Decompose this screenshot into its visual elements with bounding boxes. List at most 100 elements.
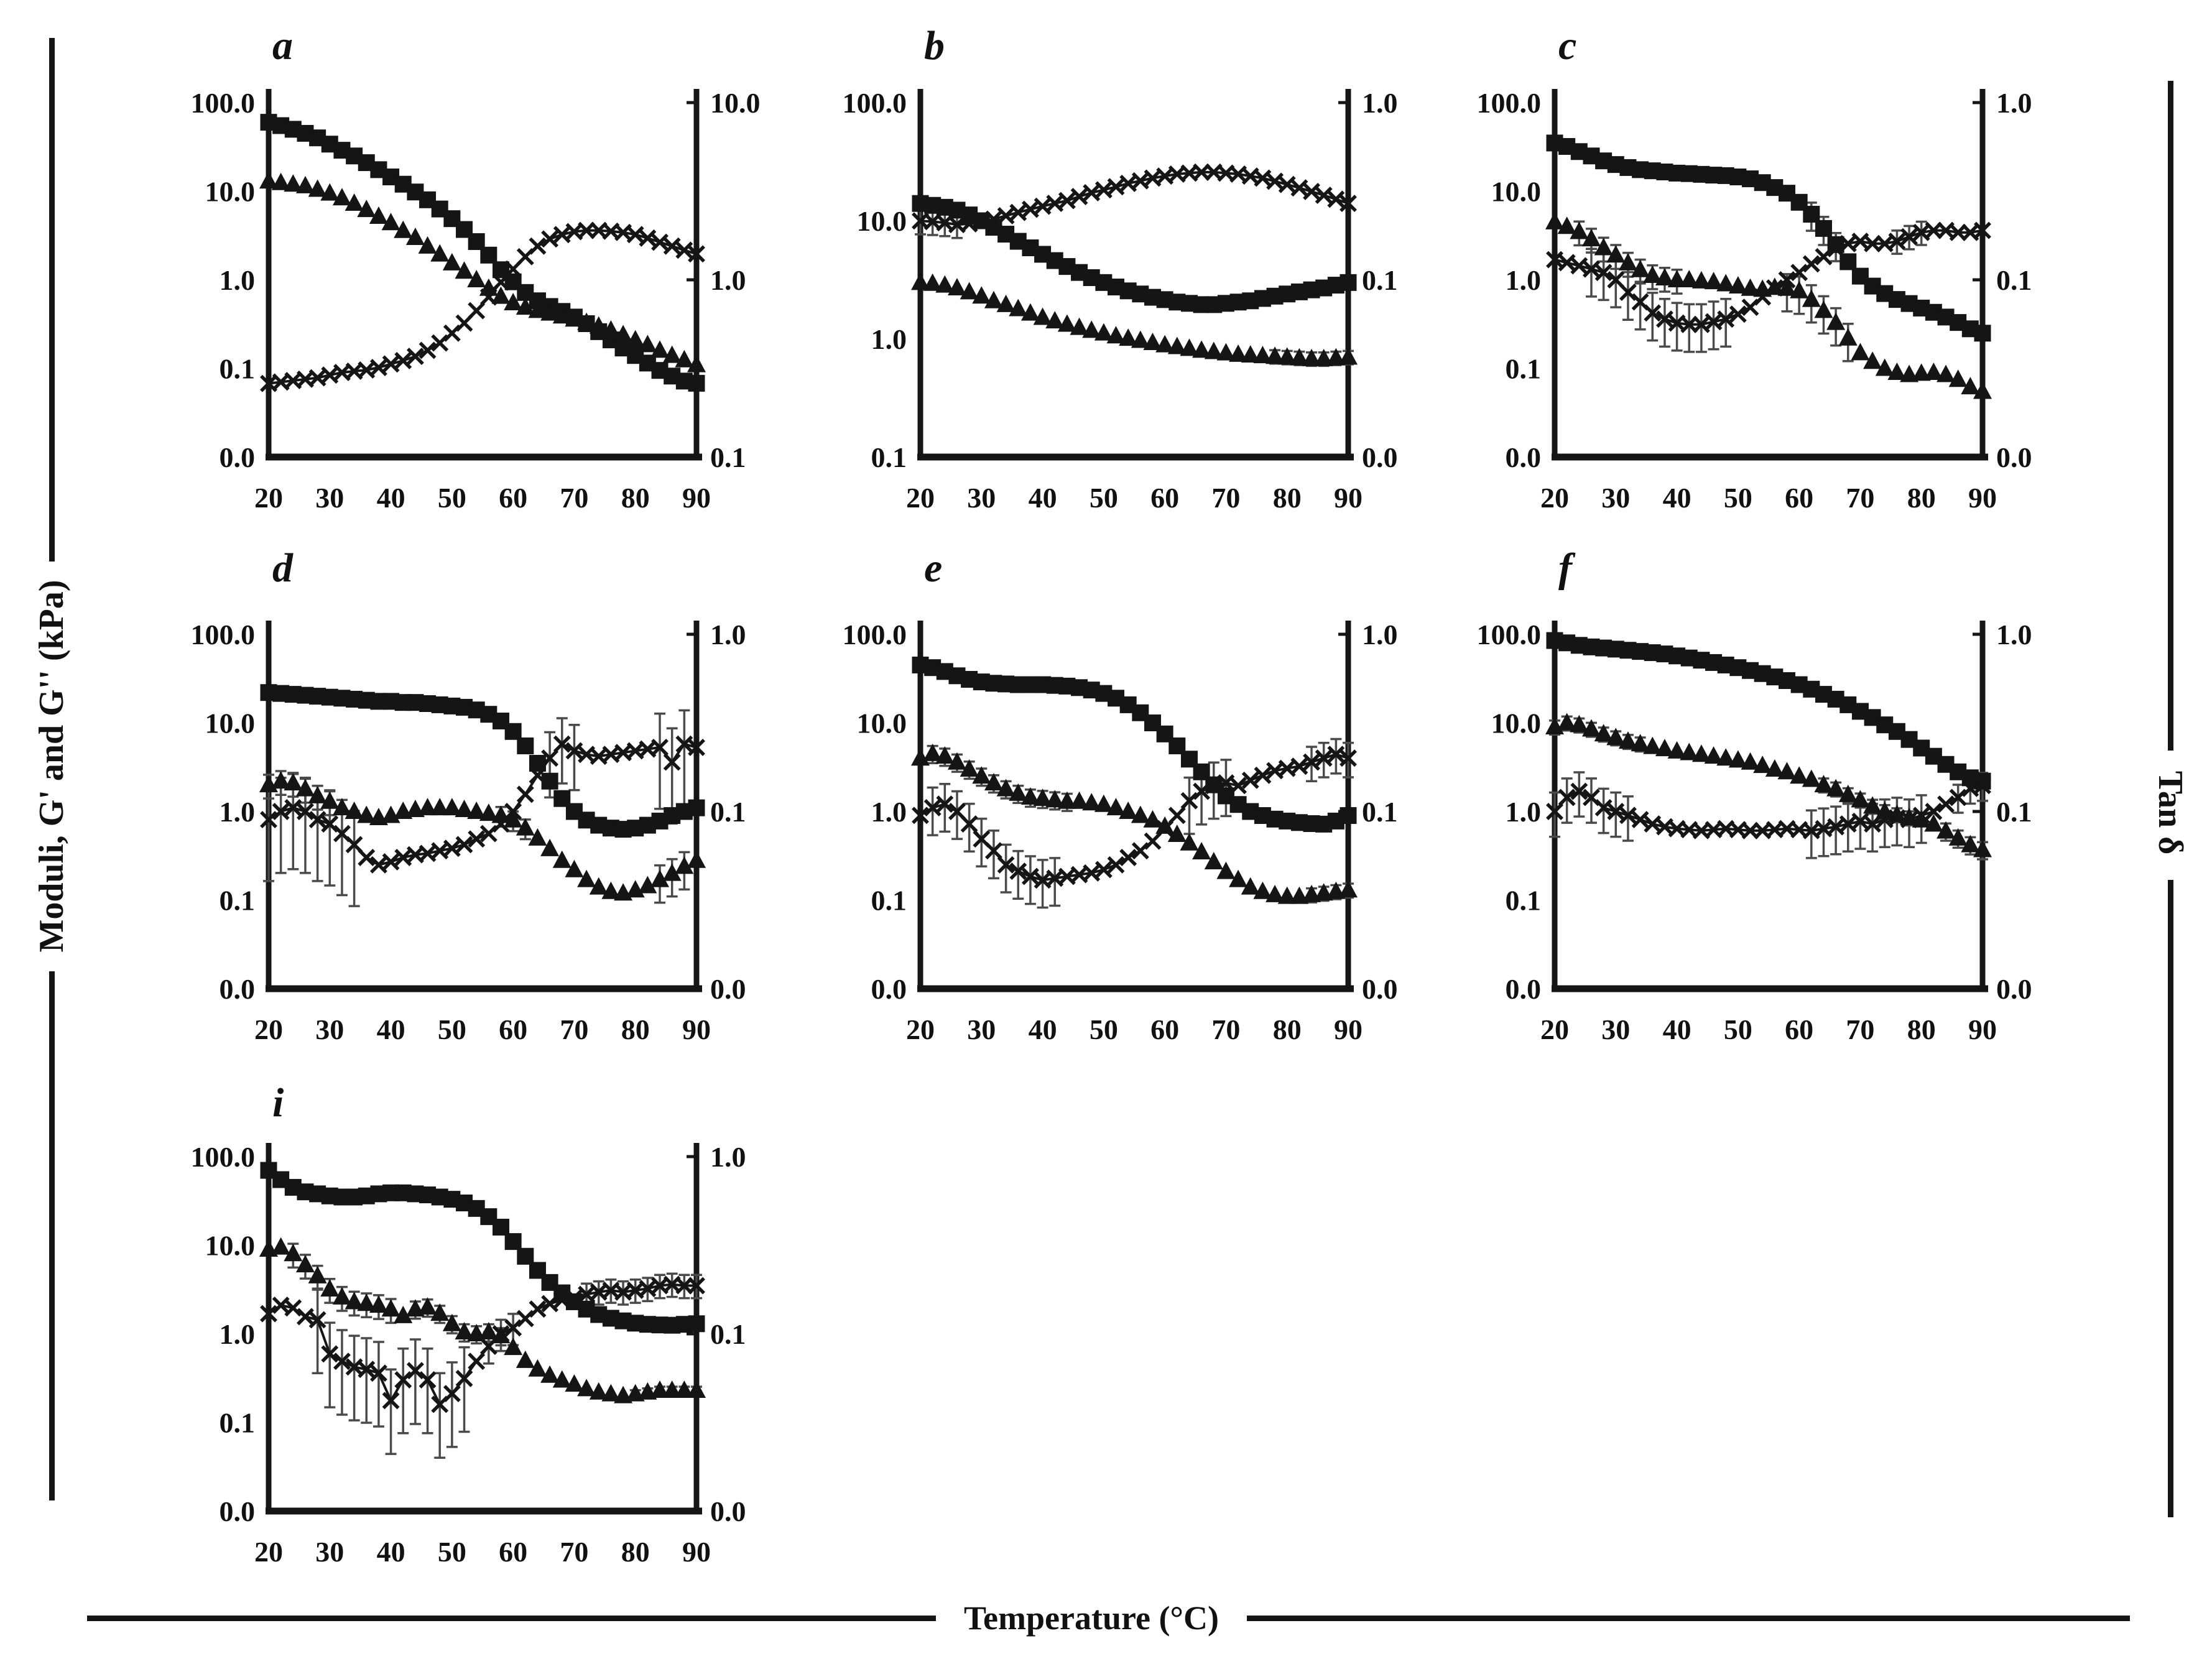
right-tick-label: 1.0 [710, 619, 746, 650]
right-axis-rule-bottom [2168, 880, 2173, 1517]
left-tick-label: 0.0 [220, 973, 256, 1005]
x-tick-label: 50 [438, 482, 466, 514]
right-tick-label: 0.1 [1996, 264, 2032, 296]
x-tick-label: 50 [438, 1536, 466, 1568]
x-tick-label: 50 [1724, 1014, 1752, 1045]
x-tick-label: 60 [499, 1536, 527, 1568]
x-tick-label: 70 [560, 1014, 588, 1045]
series-g-double-prime [1545, 713, 1992, 858]
series-g-prime [1546, 134, 1991, 342]
x-tick-label: 30 [967, 1014, 996, 1045]
subplot-title: i [272, 1080, 284, 1126]
left-tick-label: 100.0 [191, 87, 256, 119]
left-tick-label: 1.0 [1506, 264, 1542, 296]
x-tick-label: 30 [315, 482, 344, 514]
series-g-prime [260, 1162, 705, 1334]
right-tick-label: 1.0 [710, 264, 746, 296]
left-axis-rule-bottom [49, 971, 55, 1500]
x-tick-label: 80 [1907, 1014, 1936, 1045]
subplot-title: c [1558, 23, 1576, 68]
x-tick-label: 70 [560, 482, 588, 514]
left-tick-label: 0.1 [220, 1407, 256, 1439]
x-tick-label: 90 [1334, 482, 1363, 514]
left-tick-label: 0.0 [1506, 442, 1542, 473]
right-axis-rule-top [2168, 81, 2173, 751]
x-tick-label: 40 [1029, 1014, 1057, 1045]
series-tan-delta [1546, 221, 1991, 333]
right-tick-label: 10.0 [710, 87, 761, 119]
x-tick-label: 70 [1846, 1014, 1874, 1045]
series-g-double-prime [259, 771, 706, 901]
series-tan-delta [260, 221, 705, 392]
x-tick-label: 40 [1029, 482, 1057, 514]
left-tick-label: 1.0 [220, 796, 256, 828]
axes: 100.0 10.0 1.0 0.1 0.0 1.0 0.1 0.0 20 30 40 50 60 70 8… [191, 619, 746, 1045]
x-tick-label: 80 [621, 1014, 650, 1045]
right-tick-label: 0.1 [710, 442, 746, 473]
left-tick-label: 10.0 [1491, 176, 1542, 208]
x-tick-label: 90 [682, 482, 711, 514]
x-tick-label: 50 [438, 1014, 466, 1045]
series-g-prime [912, 195, 1357, 313]
x-tick-label: 60 [1150, 1014, 1179, 1045]
left-tick-label: 1.0 [871, 796, 907, 828]
x-tick-label: 90 [1968, 1014, 1997, 1045]
x-tick-label: 80 [621, 1536, 650, 1568]
x-tick-label: 50 [1090, 1014, 1118, 1045]
right-tick-label: 1.0 [1362, 619, 1398, 650]
left-tick-label: 1.0 [1506, 796, 1542, 828]
axes: 100.0 10.0 1.0 0.1 0.0 10.0 1.0 0.1 20 30 40 50 60 70… [191, 87, 761, 514]
x-tick-label: 80 [621, 482, 650, 514]
x-tick-label: 20 [1540, 482, 1569, 514]
left-tick-label: 0.1 [1506, 885, 1542, 917]
left-tick-label: 100.0 [1477, 87, 1542, 119]
x-tick-label: 30 [315, 1536, 344, 1568]
x-tick-label: 90 [682, 1536, 711, 1568]
x-tick-label: 70 [560, 1536, 588, 1568]
x-tick-label: 40 [377, 1536, 405, 1568]
left-tick-label: 0.0 [871, 973, 907, 1005]
series-g-double-prime [911, 272, 1358, 366]
left-tick-label: 0.1 [871, 885, 907, 917]
left-tick-label: 100.0 [191, 619, 256, 650]
left-tick-label: 0.0 [220, 1496, 256, 1527]
right-tick-label: 0.0 [1362, 973, 1398, 1005]
x-tick-label: 90 [1334, 1014, 1363, 1045]
x-tick-label: 90 [682, 1014, 711, 1045]
x-tick-label: 70 [1211, 482, 1240, 514]
x-tick-label: 30 [967, 482, 996, 514]
series-g-prime [912, 656, 1357, 833]
axes: 100.0 10.0 1.0 0.1 0.0 1.0 0.1 0.0 20 30 40 50 60 70 8… [191, 1141, 746, 1568]
right-tick-label: 0.0 [1996, 442, 2032, 473]
series-g-prime [1546, 632, 1991, 790]
left-tick-label: 0.0 [220, 442, 256, 473]
left-axis-rule-top [49, 38, 55, 562]
series-g-double-prime [259, 1237, 706, 1403]
left-tick-label: 0.1 [871, 442, 907, 473]
x-tick-label: 40 [377, 1014, 405, 1045]
x-tick-label: 70 [1846, 482, 1874, 514]
axes: 100.0 10.0 1.0 0.1 0.0 1.0 0.1 0.0 20 30 40 50 60 70 8… [1477, 87, 2032, 514]
x-tick-label: 30 [1601, 482, 1630, 514]
left-tick-label: 1.0 [871, 323, 907, 355]
subplot-f: 100.0 10.0 1.0 0.1 0.0 1.0 0.1 0.0 20 30 40 50 60 70 8… [1477, 545, 2032, 1045]
left-tick-label: 100.0 [1477, 619, 1542, 650]
left-tick-label: 1.0 [220, 1318, 256, 1350]
x-tick-label: 70 [1211, 1014, 1240, 1045]
x-tick-label: 80 [1273, 1014, 1302, 1045]
subplot-title: d [272, 545, 294, 591]
left-tick-label: 10.0 [857, 205, 907, 237]
right-tick-label: 0.0 [710, 1496, 746, 1527]
left-tick-label: 10.0 [205, 708, 256, 739]
x-tick-label: 30 [1601, 1014, 1630, 1045]
left-tick-label: 0.1 [1506, 353, 1542, 385]
x-tick-label: 40 [377, 482, 405, 514]
x-tick-label: 40 [1663, 482, 1691, 514]
subplot-b: 100.0 10.0 1.0 0.1 1.0 0.1 0.0 20 30 40 50 60 70 80 90… [843, 23, 1398, 514]
series-tan-delta [1546, 777, 1991, 839]
x-tick-label: 40 [1663, 1014, 1691, 1045]
x-axis-rule-right [1247, 1616, 2130, 1621]
x-tick-label: 20 [1540, 1014, 1569, 1045]
